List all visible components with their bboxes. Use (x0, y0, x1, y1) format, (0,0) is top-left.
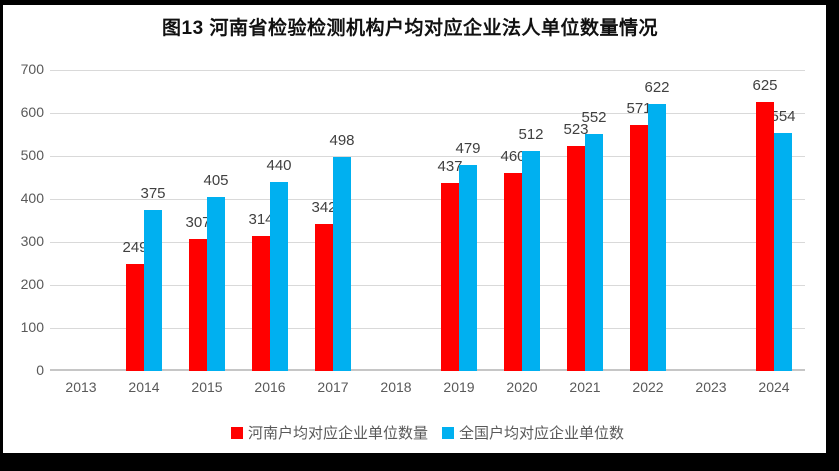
bar-henan-2022 (630, 125, 648, 371)
gridline (50, 156, 805, 157)
bar-label: 479 (455, 140, 481, 157)
bar-label: 314 (248, 211, 274, 228)
bar-label: 437 (437, 158, 463, 175)
legend-label-henan: 河南户均对应企业单位数量 (247, 425, 428, 442)
legend-item-henan: 河南户均对应企业单位数量 (230, 422, 428, 443)
bar-label: 622 (644, 79, 670, 96)
legend: 河南户均对应企业单位数量 全国户均对应企业单位数 (50, 422, 805, 443)
legend-swatch-national-icon (442, 426, 454, 439)
gridline (50, 113, 805, 114)
bar-henan-2019 (441, 183, 459, 371)
bar-label: 342 (311, 199, 337, 216)
bar-label: 523 (563, 121, 589, 138)
bar-henan-2014 (126, 264, 144, 371)
y-tick-label: 600 (20, 104, 44, 120)
bar-national-2016 (270, 182, 288, 371)
bar-label: 625 (752, 77, 778, 94)
bar-national-2015 (207, 197, 225, 371)
bar-label: 249 (122, 239, 148, 256)
bar-henan-2017 (315, 224, 333, 371)
bar-label: 440 (266, 157, 292, 174)
bar-national-2019 (459, 165, 477, 371)
bar-national-2014 (144, 210, 162, 371)
gridline (50, 285, 805, 286)
bar-national-2021 (585, 134, 603, 371)
legend-item-national: 全国户均对应企业单位数 (442, 422, 624, 443)
y-tick-label: 0 (36, 362, 44, 378)
chart-title: 图13 河南省检验检测机构户均对应企业法人单位数量情况 (162, 18, 658, 39)
x-tick-label: 2022 (632, 379, 664, 395)
bar-henan-2021 (567, 146, 585, 371)
bar-label: 405 (203, 172, 229, 189)
legend-label-national: 全国户均对应企业单位数 (459, 425, 625, 442)
bar-national-2022 (648, 104, 666, 371)
gridline (50, 199, 805, 200)
y-tick-label: 400 (20, 190, 44, 206)
bar-henan-2020 (504, 173, 522, 371)
x-tick-label: 2014 (128, 379, 160, 395)
gridline (50, 242, 805, 243)
x-tick-label: 2024 (758, 379, 790, 395)
x-tick-label: 2019 (443, 379, 475, 395)
y-tick-label: 100 (20, 319, 44, 335)
gridline (50, 70, 805, 71)
x-axis-line (50, 369, 805, 371)
bar-national-2024 (774, 133, 792, 371)
chart-panel (3, 5, 826, 453)
bar-henan-2024 (756, 102, 774, 371)
x-tick-label: 2015 (191, 379, 223, 395)
bar-label: 554 (770, 108, 796, 125)
x-tick-label: 2018 (380, 379, 412, 395)
y-tick-label: 500 (20, 147, 44, 163)
bar-label: 552 (581, 109, 607, 126)
x-tick-label: 2023 (695, 379, 727, 395)
legend-swatch-henan-icon (230, 426, 243, 439)
x-tick-label: 2016 (254, 379, 286, 395)
bar-label: 512 (518, 126, 544, 143)
bar-label: 498 (329, 132, 355, 149)
bar-label: 307 (185, 214, 211, 231)
x-tick-label: 2013 (65, 379, 97, 395)
bar-label: 460 (500, 148, 526, 165)
bar-label: 375 (140, 185, 166, 202)
x-tick-label: 2017 (317, 379, 349, 395)
bar-national-2020 (522, 151, 540, 371)
bar-henan-2016 (252, 236, 270, 371)
y-tick-label: 200 (20, 276, 44, 292)
bar-national-2017 (333, 157, 351, 371)
y-tick-label: 300 (20, 233, 44, 249)
bar-label: 571 (626, 100, 652, 117)
x-tick-label: 2020 (506, 379, 538, 395)
y-tick-label: 700 (20, 61, 44, 77)
gridline (50, 328, 805, 329)
bar-henan-2015 (189, 239, 207, 371)
x-tick-label: 2021 (569, 379, 601, 395)
plot-area: 249 307 314 342 437 460 523 571 625 375 405 440 498 4… (50, 70, 805, 371)
